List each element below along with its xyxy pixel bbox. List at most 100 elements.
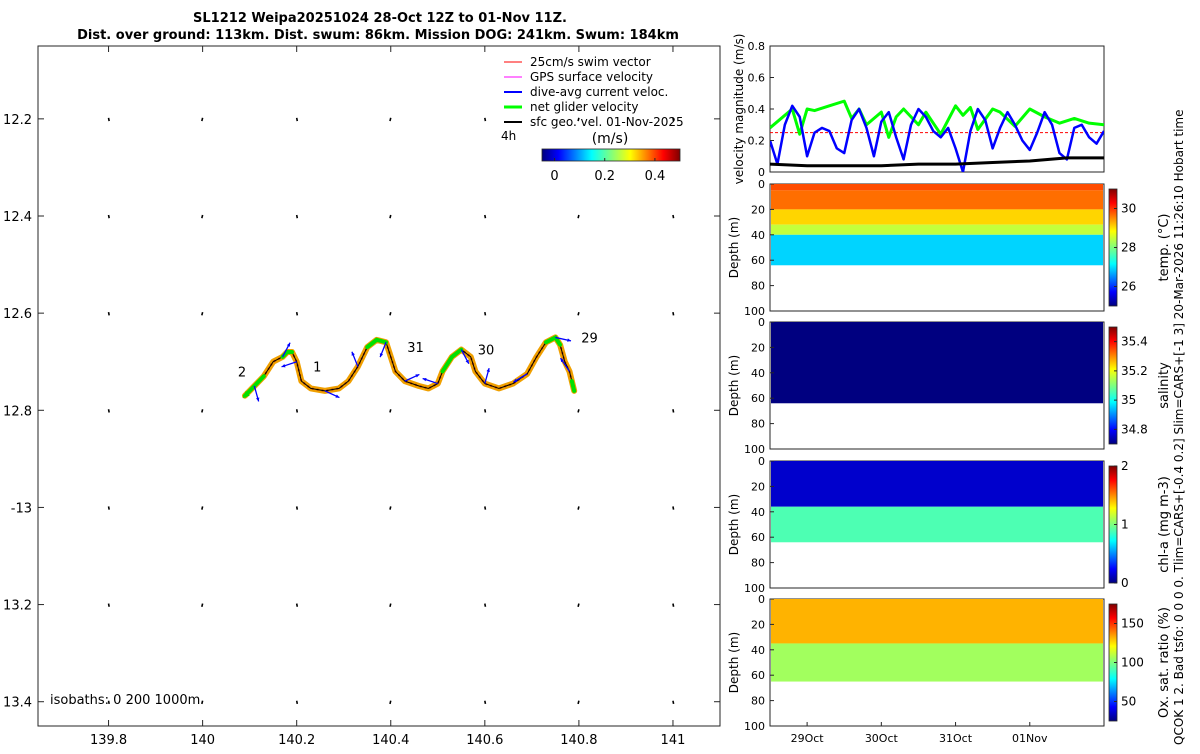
section-colorbar-tick-label: 35 (1121, 393, 1136, 407)
figure-subtitle: Dist. over ground: 113km. Dist. swum: 86… (77, 28, 679, 43)
sfc-arrow (577, 700, 580, 705)
legend-sfc: sfc geo. vel. 01-Nov-2025 (504, 115, 684, 129)
section-colorbar-tick-label: 35.4 (1121, 335, 1148, 349)
map-xtick-label: 140.8 (560, 733, 597, 748)
section-ytick-label: 20 (751, 618, 765, 631)
section-oxygen: 0 20 40 60 80 100 Depth (m) 50 100 150 Ox. sat. ra… (727, 593, 1172, 733)
speed-colorbar-tick-label: 0.2 (594, 169, 615, 184)
sfc-arrow (484, 117, 487, 122)
sfc-arrow (389, 700, 392, 705)
map-ytick-label: 12.4 (3, 210, 32, 225)
dive-current-arrowhead (351, 351, 355, 356)
section-ylabel: Depth (m) (727, 494, 741, 555)
section-colorbar-label: Ox. sat. ratio (%) (1157, 607, 1172, 718)
velocity-ytick-label: 0.4 (748, 103, 766, 116)
section-ytick-label: 40 (751, 367, 765, 380)
section-ytick-label: 0 (758, 455, 765, 468)
section-salinity: 0 20 40 60 80 100 Depth (m) 34.8 35 35.2 35.4 salin… (727, 316, 1172, 456)
sfc-arrow (201, 506, 204, 510)
time-tick-label: 29Oct (791, 732, 825, 745)
section-colorbar-tick-label: 2 (1121, 459, 1129, 473)
legend-dive: dive-avg current veloc. (504, 85, 668, 99)
section-layer (771, 184, 1103, 191)
sfc-arrow (577, 311, 580, 316)
dive-current-arrowhead (486, 368, 490, 373)
track-day-labels: 2 1 31 30 29 (238, 331, 598, 380)
velocity-ylabel: velocity magnitude (m/s) (732, 34, 746, 185)
section-ytick-label: 100 (744, 305, 765, 318)
section-ylabel: Depth (m) (727, 355, 741, 416)
net-velocity-segment (365, 337, 389, 350)
time-tick-label: 31Oct (939, 732, 973, 745)
sfc-arrow (295, 214, 299, 219)
sfc-arrow (389, 214, 392, 219)
sfc-arrow (107, 603, 110, 607)
sfc-arrow (389, 117, 392, 122)
sfc-arrow (107, 700, 110, 705)
section-colorbar-tick-label: 150 (1121, 617, 1144, 631)
section-colorbar-tick-label: 1 (1121, 518, 1129, 532)
sfc-arrow (672, 700, 675, 705)
speed-colorbar-tick-label: 0.4 (645, 169, 666, 184)
sfc-arrow (107, 506, 110, 510)
section-ytick-label: 40 (751, 506, 765, 519)
velocity-frame (769, 45, 1105, 173)
figure-title: SL1212 Weipa20251024 28-Oct 12Z to 01-No… (193, 11, 567, 26)
sfc-arrow (389, 311, 392, 316)
track-line (244, 336, 575, 397)
sfc-arrow (107, 214, 110, 219)
sfc-arrow (577, 603, 580, 607)
sfc-arrow (107, 409, 110, 413)
track-day-label: 31 (407, 341, 424, 356)
sfc-arrow (484, 409, 487, 413)
section-ytick-label: 80 (751, 418, 765, 431)
section-layer (771, 209, 1103, 225)
time-tick-label: 30Oct (865, 732, 899, 745)
section-ytick-label: 20 (751, 480, 765, 493)
map-frame (37, 45, 721, 727)
legend-net: net glider velocity (504, 100, 638, 114)
speed-colorbar-ticks: 0 0.2 0.4 (550, 158, 665, 184)
map-xtick-label: 139.8 (90, 733, 127, 748)
velocity-ytick-label: 0.6 (748, 72, 766, 85)
sfc-arrow (484, 603, 487, 607)
sfc-arrow (672, 409, 675, 413)
sfc-arrow (389, 506, 392, 510)
velocity-series-line (770, 156, 1104, 168)
track-day-label: 29 (581, 331, 598, 346)
legend-swim-label: 25cm/s swim vector (530, 55, 651, 69)
map-xtick-label: 140.2 (278, 733, 315, 748)
sfc-arrow (295, 603, 299, 607)
section-layer (771, 190, 1103, 210)
map-ytick-label: 13.4 (3, 696, 32, 711)
legend-gps: GPS surface velocity (504, 70, 653, 84)
map-ytick-label: 12.2 (3, 113, 32, 128)
sfc-arrow (201, 603, 204, 607)
sfc-arrow (107, 311, 110, 316)
section-chla: 0 20 40 60 80 100 Depth (m) 0 1 2 chl-a (mg m-3) (727, 455, 1172, 595)
section-ytick-label: 100 (744, 720, 765, 733)
scale-label: 4h (501, 129, 516, 143)
track-day-label: 2 (238, 365, 246, 380)
sfc-arrow (577, 506, 580, 510)
section-layer (771, 461, 1103, 507)
side-note: QCOK 1 2. Bad tsfo: 0 0 0 0. Tlim=CARS+[… (1172, 110, 1186, 746)
sfc-arrow (107, 117, 110, 122)
section-colorbar-label: chl-a (mg m-3) (1157, 476, 1172, 573)
speed-colorbar-tick-label: 0 (550, 169, 558, 184)
dive-current-arrowhead (281, 364, 286, 368)
map-ticks: 139.8 140 140.2 140.4 140.6 140.8 141 12.2 12.4 1… (3, 46, 720, 748)
section-colorbar-tick-label: 100 (1121, 656, 1144, 670)
velocity-series-line (770, 104, 1104, 172)
section-temp: 0 20 40 60 80 100 Depth (m) 26 28 30 temp. (°C) (727, 178, 1172, 318)
colorbar-unit-label: (m/s) (592, 131, 629, 147)
section-colorbar-tick-label: 28 (1121, 241, 1136, 255)
section-colorbar-tick-label: 26 (1121, 280, 1136, 294)
dive-current-arrowhead (422, 377, 427, 382)
dive-current-arrowhead (335, 394, 340, 398)
section-colorbar-tick-label: 34.8 (1121, 422, 1148, 436)
sfc-arrow (295, 506, 299, 510)
